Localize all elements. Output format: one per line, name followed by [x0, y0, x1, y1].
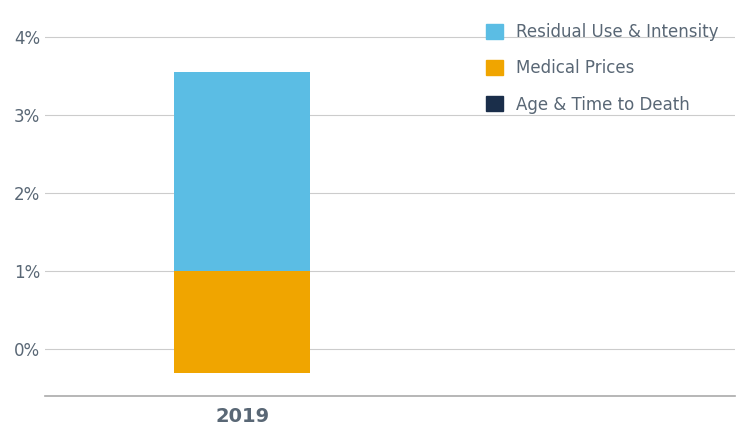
Legend: Residual Use & Intensity, Medical Prices, Age & Time to Death: Residual Use & Intensity, Medical Prices… — [478, 15, 727, 122]
Bar — [175, 271, 310, 373]
Bar — [175, 72, 310, 271]
Bar — [175, 349, 310, 373]
